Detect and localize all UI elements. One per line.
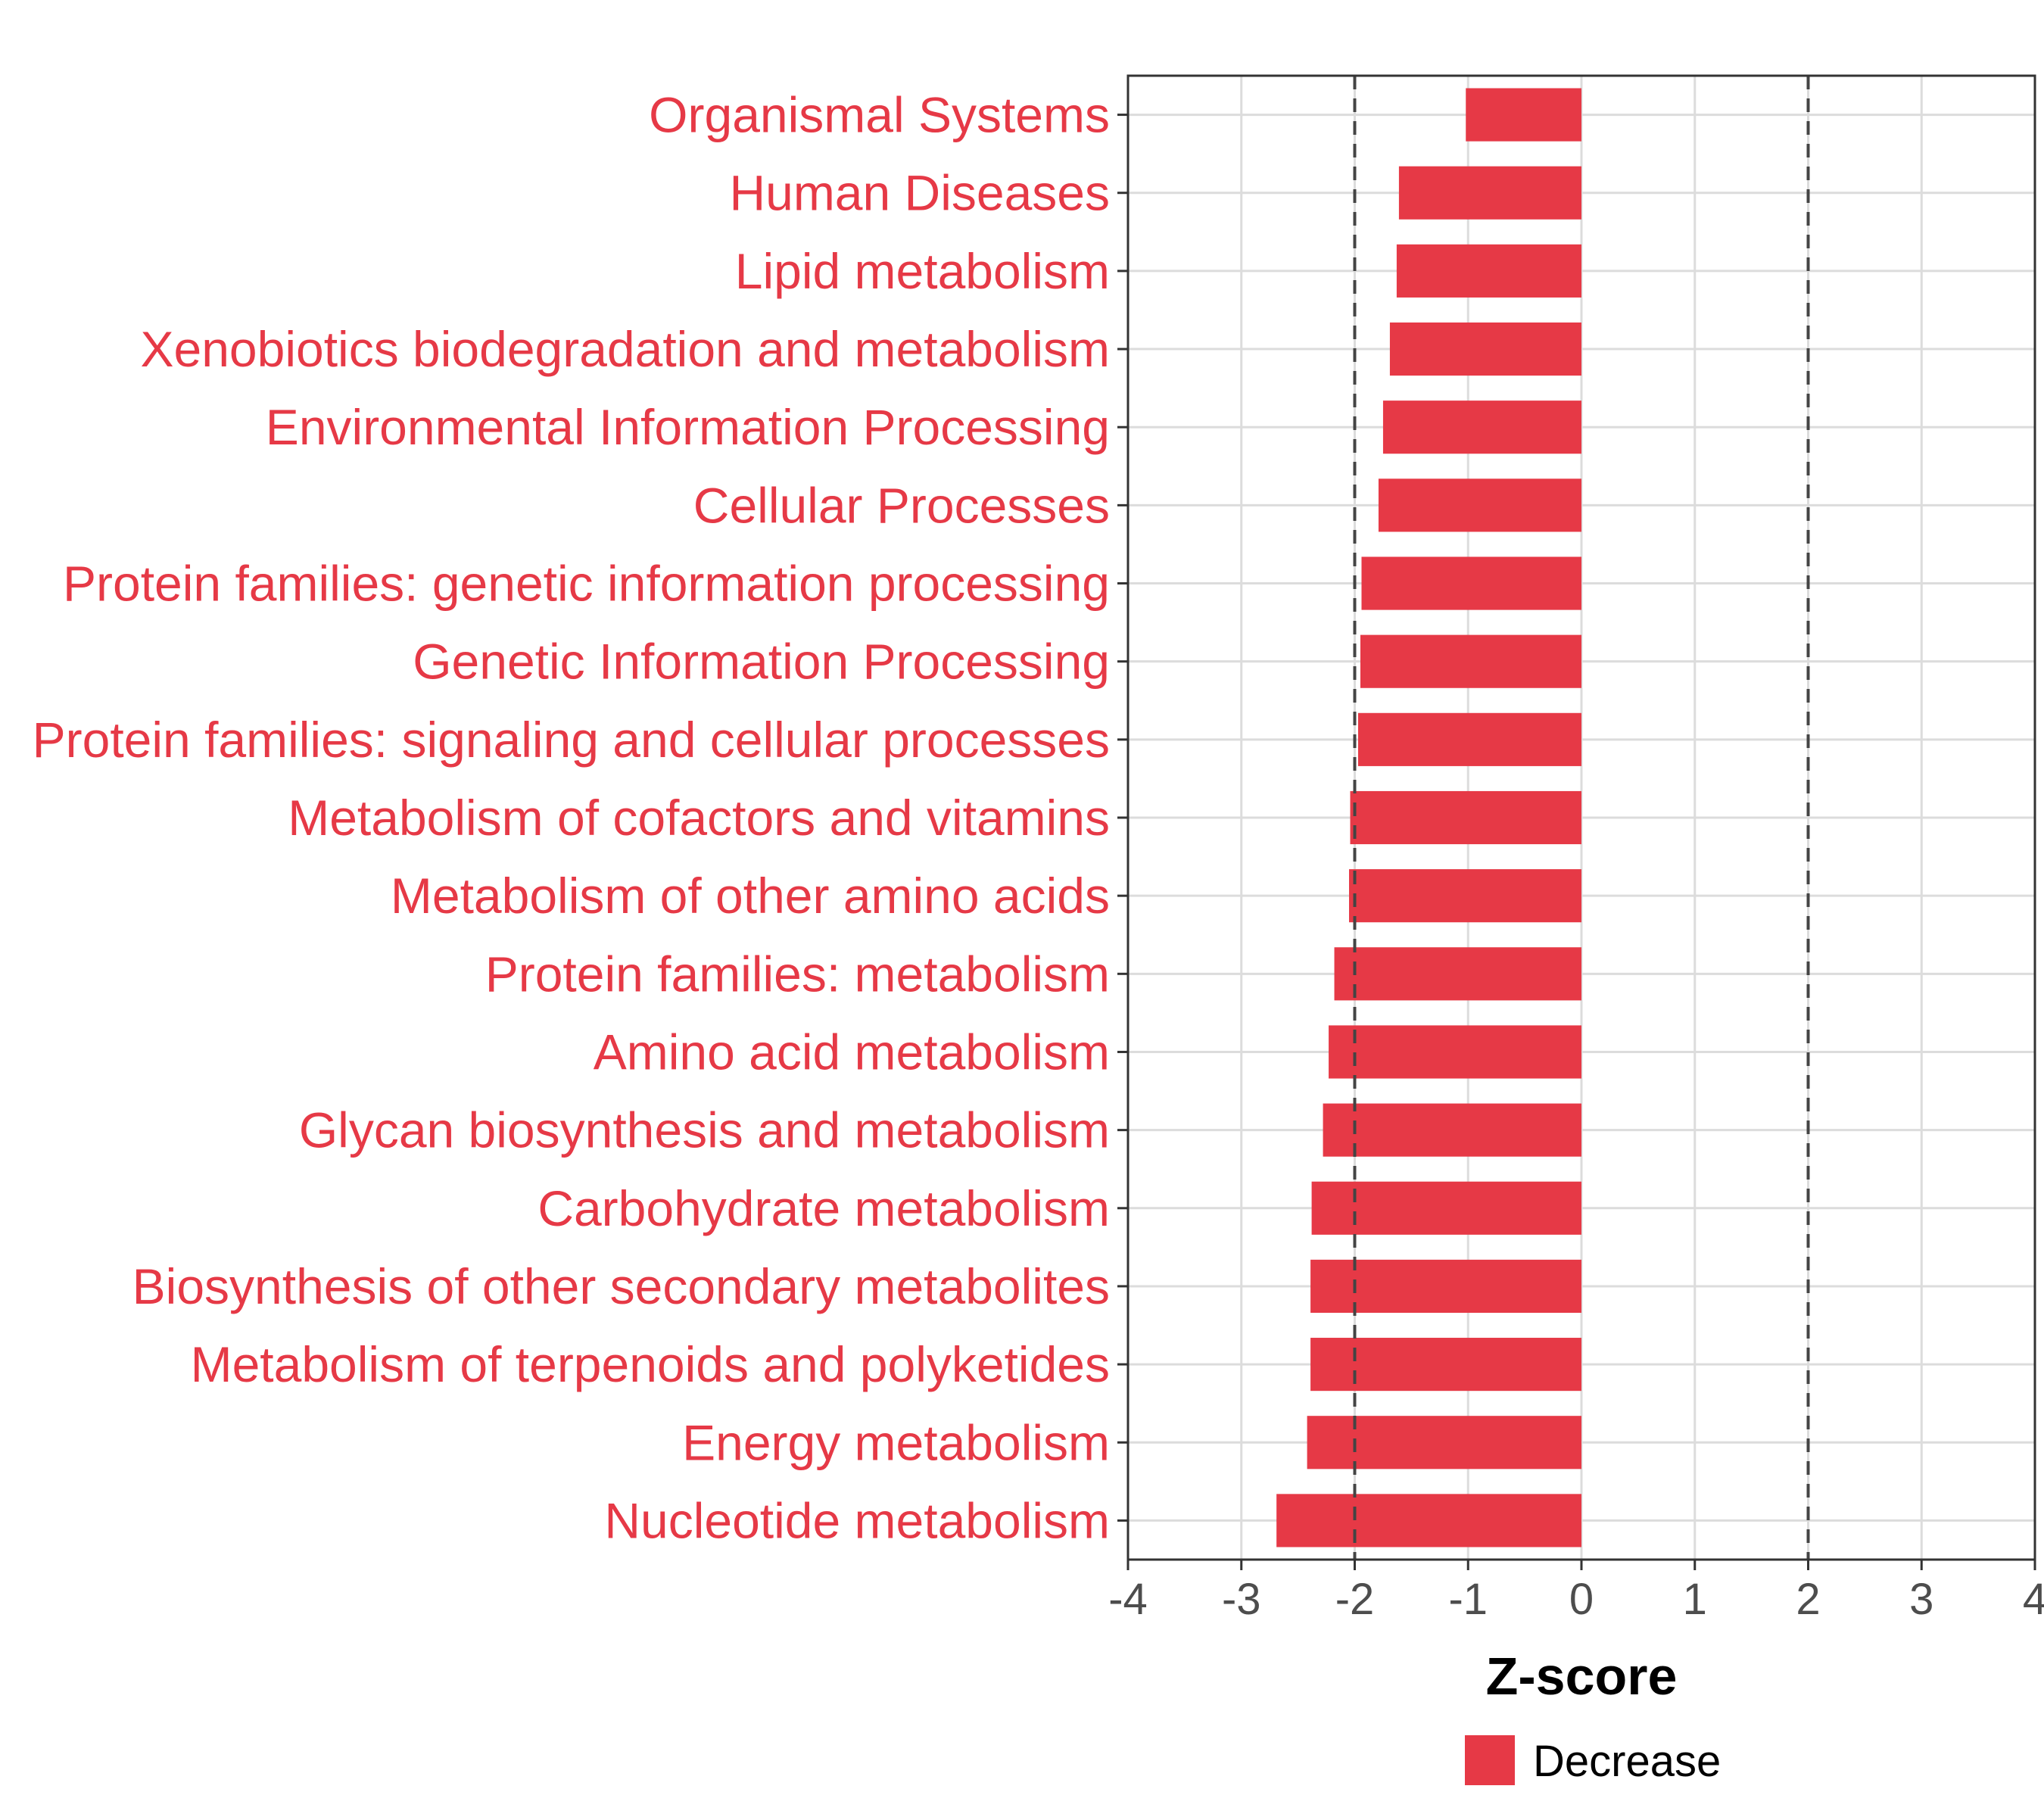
category-label: Protein families: signaling and cellular… bbox=[33, 712, 1110, 768]
bar bbox=[1323, 1103, 1581, 1157]
x-axis-ticks: -4 -3 -2 -1 0 1 2 3 4 bbox=[1108, 1560, 2044, 1624]
threshold-lines bbox=[1353, 76, 1810, 1560]
category-label: Amino acid metabolism bbox=[594, 1024, 1110, 1080]
bar bbox=[1389, 322, 1581, 376]
x-tick-label: -1 bbox=[1448, 1575, 1488, 1624]
legend-key-decrease bbox=[1465, 1735, 1515, 1785]
category-label: Energy metabolism bbox=[682, 1414, 1110, 1470]
category-label: Lipid metabolism bbox=[735, 243, 1110, 299]
bar bbox=[1398, 166, 1581, 220]
bar bbox=[1350, 790, 1581, 845]
x-tick-label: 3 bbox=[1909, 1575, 1933, 1624]
category-label: Glycan biosynthesis and metabolism bbox=[299, 1102, 1110, 1158]
category-label: Metabolism of terpenoids and polyketides bbox=[191, 1336, 1110, 1392]
bar bbox=[1276, 1494, 1581, 1547]
x-tick-label: 0 bbox=[1569, 1575, 1594, 1624]
bar bbox=[1360, 634, 1581, 688]
category-label: Metabolism of other amino acids bbox=[391, 868, 1110, 924]
bar bbox=[1378, 478, 1581, 532]
bar bbox=[1357, 712, 1581, 766]
category-label: Organismal Systems bbox=[649, 87, 1110, 143]
bars bbox=[1276, 88, 1581, 1547]
bar bbox=[1361, 556, 1581, 610]
x-tick-label: 4 bbox=[2023, 1575, 2044, 1624]
category-label: Carbohydrate metabolism bbox=[537, 1180, 1110, 1236]
category-label: Human Diseases bbox=[729, 165, 1110, 221]
legend-label-decrease: Decrease bbox=[1533, 1737, 1721, 1786]
legend: Decrease bbox=[1465, 1735, 1721, 1786]
x-tick-label: 1 bbox=[1683, 1575, 1707, 1624]
bar bbox=[1334, 947, 1581, 1001]
category-labels: Organismal Systems Human Diseases Lipid me… bbox=[33, 87, 1128, 1548]
category-label: Environmental Information Processing bbox=[266, 399, 1110, 455]
bar bbox=[1382, 400, 1581, 454]
category-label: Metabolism of cofactors and vitamins bbox=[288, 790, 1110, 846]
category-label: Protein families: metabolism bbox=[485, 946, 1110, 1002]
bar bbox=[1310, 1338, 1581, 1392]
bar bbox=[1329, 1025, 1581, 1079]
x-tick-label: -2 bbox=[1335, 1575, 1375, 1624]
bar bbox=[1310, 1259, 1581, 1314]
category-label: Xenobiotics biodegradation and metabolis… bbox=[141, 321, 1111, 377]
x-tick-label: -4 bbox=[1108, 1575, 1148, 1624]
category-label: Biosynthesis of other secondary metaboli… bbox=[132, 1258, 1110, 1314]
x-tick-label: -3 bbox=[1222, 1575, 1261, 1624]
bar bbox=[1349, 869, 1581, 923]
x-axis-title: Z-score bbox=[1486, 1647, 1678, 1706]
category-label: Genetic Information Processing bbox=[413, 634, 1110, 690]
bar bbox=[1466, 88, 1581, 142]
bar bbox=[1396, 244, 1581, 298]
category-label: Nucleotide metabolism bbox=[604, 1492, 1110, 1548]
x-tick-label: 2 bbox=[1796, 1575, 1820, 1624]
category-label: Protein families: genetic information pr… bbox=[63, 556, 1110, 612]
category-label: Cellular Processes bbox=[693, 477, 1110, 533]
bar bbox=[1311, 1181, 1581, 1235]
bar bbox=[1307, 1416, 1581, 1469]
